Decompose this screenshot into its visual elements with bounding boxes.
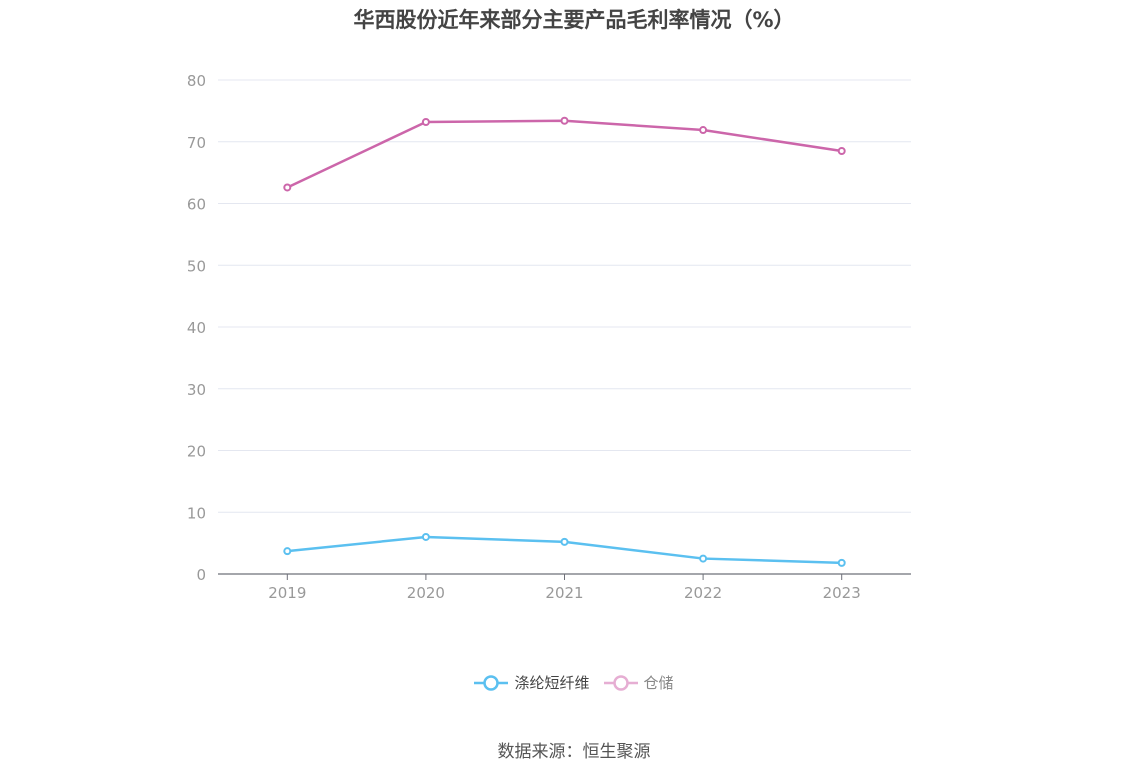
data-point: [421, 532, 430, 541]
legend-label: 涤纶短纤维: [514, 674, 590, 692]
data-point: [837, 558, 846, 567]
source-note: 数据来源：恒生聚源: [497, 742, 651, 762]
x-tick-label: 2022: [684, 584, 722, 602]
data-point: [699, 554, 708, 563]
y-tick-label: 30: [187, 381, 206, 399]
y-tick-label: 40: [187, 319, 206, 337]
y-tick-label: 10: [187, 504, 206, 522]
chart-title: 华西股份近年来部分主要产品毛利率情况（%）: [353, 8, 795, 32]
data-point: [699, 126, 708, 135]
axes: 0 10 20 30 40 50 60 70 80 2019 2020 2021 2022 2023: [187, 72, 911, 602]
data-point: [421, 117, 430, 126]
data-point: [560, 116, 569, 125]
y-tick-label: 0: [196, 566, 206, 584]
y-tick-label: 20: [187, 443, 206, 461]
data-point: [837, 147, 846, 156]
x-tick-label: 2021: [545, 584, 583, 602]
y-tick-label: 80: [187, 72, 206, 90]
data-point: [283, 547, 292, 556]
series-lines: [283, 116, 846, 567]
y-tick-label: 50: [187, 257, 206, 275]
series-line-1: [286, 119, 842, 189]
legend-item-series-0[interactable]: 涤纶短纤维: [474, 672, 590, 693]
y-tick-label: 60: [187, 196, 206, 214]
x-tick-label: 2019: [268, 584, 306, 602]
data-point: [283, 183, 292, 192]
data-point: [560, 537, 569, 546]
legend-item-series-1[interactable]: 仓储: [603, 672, 674, 693]
legend-marker-icon: [603, 674, 638, 691]
x-tick-label: 2020: [407, 584, 445, 602]
y-tick-label: 70: [187, 134, 206, 152]
legend-marker-icon: [474, 674, 509, 691]
grid-lines: [218, 79, 911, 513]
legend-label: 仓储: [643, 674, 674, 692]
legend: 涤纶短纤维 仓储: [0, 672, 1148, 693]
x-tick-label: 2023: [823, 584, 861, 602]
